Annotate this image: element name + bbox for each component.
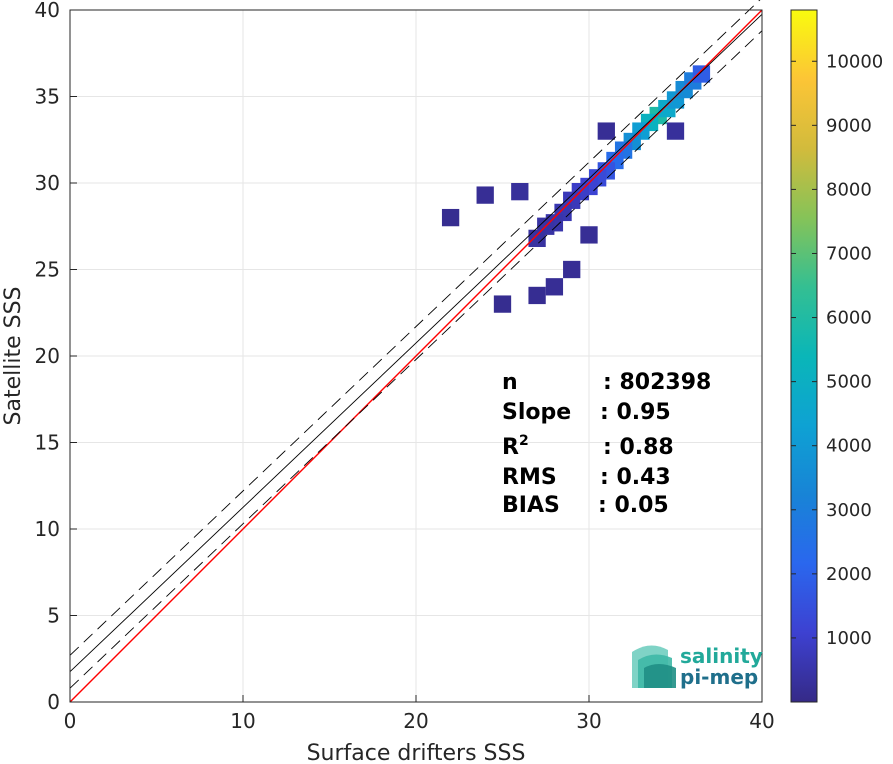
stat-value: : 0.43	[600, 465, 671, 490]
density-cell	[692, 65, 711, 83]
line-regression	[69, 13, 763, 673]
y-tick-label: 5	[47, 604, 60, 628]
density-cell	[528, 286, 546, 305]
colorbar-tick-label: 3000	[826, 500, 872, 521]
y-tick-label: 15	[35, 431, 60, 455]
y-tick-label: 40	[35, 0, 60, 22]
y-tick-label: 25	[35, 258, 60, 282]
colorbar-tick-label: 7000	[826, 243, 872, 264]
x-axis-label: Surface drifters SSS	[307, 741, 526, 764]
salinity-pi-mep-logo: salinity pi-mep	[632, 644, 763, 689]
stat-label: BIAS	[502, 493, 560, 518]
stat-superscript: 2	[519, 433, 529, 449]
logo-text-line2: pi-mep	[680, 665, 758, 689]
density-cell	[597, 122, 615, 140]
line-1-1	[69, 9, 763, 703]
y-axis-ticks: 0 5 10 15 20 25 30 35 40	[35, 0, 77, 714]
density-cell	[493, 295, 512, 313]
colorbar-tick-label: 5000	[826, 372, 872, 393]
line-lower	[69, 30, 763, 689]
colorbar	[790, 9, 818, 703]
y-tick-label: 30	[35, 171, 60, 195]
x-tick-label: 40	[749, 709, 774, 733]
wave-logo-icon	[632, 645, 676, 688]
stat-value: : 0.05	[598, 493, 669, 518]
y-tick-label: 35	[35, 85, 60, 109]
density-cell	[528, 229, 546, 248]
logo-text-line1: salinity	[680, 644, 763, 668]
density-cell	[441, 208, 460, 227]
fit-lines	[69, 0, 763, 703]
colorbar-tick-label: 6000	[826, 308, 872, 329]
stat-value: : 802398	[603, 370, 711, 395]
x-tick-label: 0	[64, 709, 77, 733]
colorbar-tick-label: 8000	[826, 179, 872, 200]
x-tick-label: 10	[230, 709, 255, 733]
stat-label: n	[502, 370, 518, 395]
colorbar-tick-label: 2000	[826, 564, 872, 585]
colorbar-tick-label: 1000	[826, 628, 872, 649]
y-axis-label: Satellite SSS	[1, 287, 26, 426]
colorbar-tick-label: 4000	[826, 436, 872, 457]
colorbar-ticks: 1000 2000 3000 4000 5000 6000 7000 8000 9000 1000…	[791, 51, 883, 649]
colorbar-tick-label: 10000	[826, 51, 883, 72]
y-tick-label: 10	[35, 517, 60, 541]
stat-value: : 0.88	[603, 435, 674, 460]
line-upper	[69, 0, 761, 656]
y-tick-label: 0	[47, 690, 60, 714]
density-cell	[545, 278, 564, 296]
density-cell	[563, 260, 581, 279]
stat-label: Slope	[502, 400, 571, 425]
density-cell	[476, 186, 494, 204]
x-axis-ticks: 0 10 20 30 40	[64, 695, 775, 733]
density-cell	[666, 122, 685, 140]
x-tick-label: 20	[403, 709, 428, 733]
y-tick-label: 20	[35, 344, 60, 368]
stat-label: RMS	[502, 465, 557, 490]
x-tick-label: 30	[576, 709, 601, 733]
colorbar-tick-label: 9000	[826, 115, 872, 136]
density-cell	[511, 183, 529, 201]
stat-value: : 0.95	[600, 400, 671, 425]
density-cell	[580, 226, 598, 244]
